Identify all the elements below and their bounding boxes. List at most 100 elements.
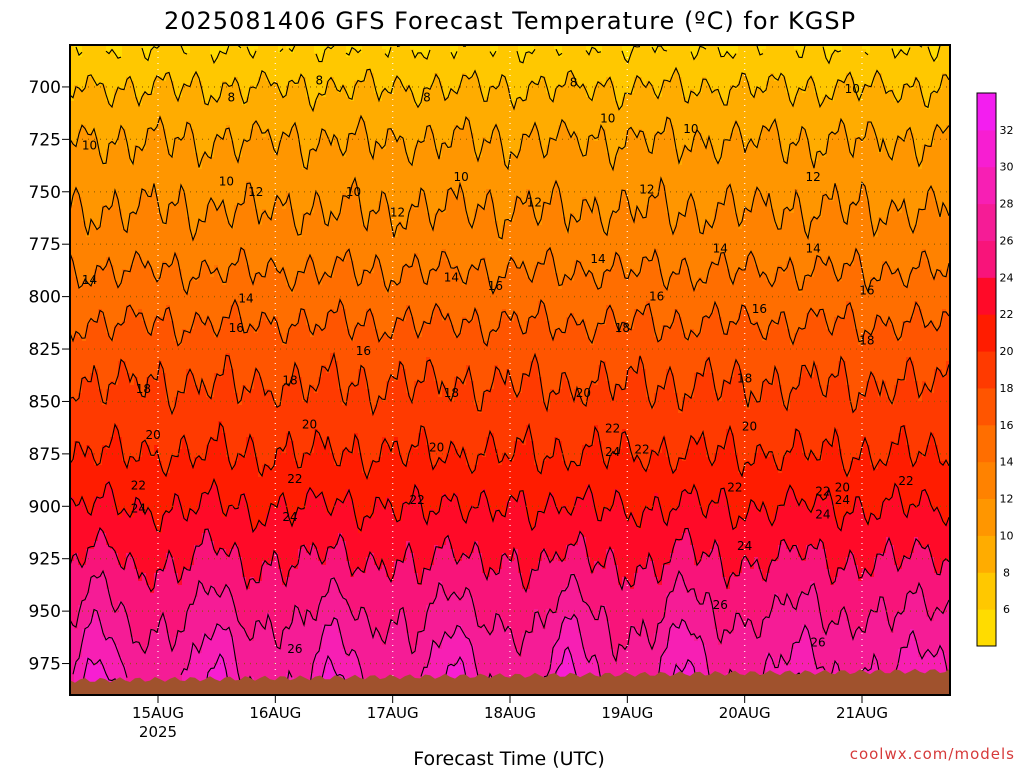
band-cell [118, 413, 122, 417]
band-cell [146, 341, 150, 345]
band-cell [106, 449, 110, 453]
band-cell [190, 145, 194, 149]
band-cell [114, 589, 118, 593]
band-cell [190, 177, 194, 181]
band-cell [110, 521, 114, 525]
band-cell [150, 341, 154, 345]
band-cell [142, 465, 146, 469]
band-cell [142, 449, 146, 453]
band-cell [134, 437, 138, 441]
band-cell [74, 149, 78, 153]
band-cell [130, 297, 134, 301]
band-cell [182, 113, 186, 117]
band-cell [182, 553, 186, 557]
band-cell [118, 265, 122, 269]
band-cell [90, 397, 94, 401]
band-cell [154, 305, 158, 309]
band-cell [166, 489, 170, 493]
band-cell [138, 129, 142, 133]
band-cell [186, 625, 190, 629]
band-cell [190, 109, 194, 113]
band-cell [82, 581, 86, 585]
band-cell [126, 249, 130, 253]
band-cell [106, 109, 110, 113]
band-cell [166, 193, 170, 197]
band-cell [130, 101, 134, 105]
band-cell [142, 177, 146, 181]
band-cell [90, 157, 94, 161]
band-cell [166, 53, 170, 57]
band-cell [126, 437, 130, 441]
band-cell [170, 573, 174, 577]
band-cell [94, 641, 98, 645]
band-cell [98, 237, 102, 241]
band-cell [126, 289, 130, 293]
band-cell [178, 413, 182, 417]
band-cell [146, 621, 150, 625]
band-cell [122, 281, 126, 285]
band-cell [94, 109, 98, 113]
band-cell [146, 669, 150, 673]
band-cell [122, 153, 126, 157]
band-cell [190, 97, 194, 101]
band-cell [166, 113, 170, 117]
band-cell [190, 385, 194, 389]
band-cell [178, 537, 182, 541]
band-cell [106, 377, 110, 381]
band-cell [166, 317, 170, 321]
band-cell [186, 461, 190, 465]
band-cell [170, 289, 174, 293]
band-cell [162, 149, 166, 153]
band-cell [106, 77, 110, 81]
band-cell [114, 317, 118, 321]
band-cell [146, 237, 150, 241]
band-cell [166, 501, 170, 505]
band-cell [178, 429, 182, 433]
band-cell [174, 161, 178, 165]
band-cell [118, 573, 122, 577]
band-cell [174, 385, 178, 389]
band-cell [174, 105, 178, 109]
band-cell [130, 301, 134, 305]
band-cell [138, 517, 142, 521]
band-cell [162, 633, 166, 637]
band-cell [190, 257, 194, 261]
band-cell [126, 189, 130, 193]
band-cell [178, 625, 182, 629]
band-cell [126, 497, 130, 501]
band-cell [190, 181, 194, 185]
band-cell [170, 441, 174, 445]
band-cell [86, 69, 90, 73]
band-cell [102, 609, 106, 613]
band-cell [130, 61, 134, 65]
band-cell [146, 657, 150, 661]
band-cell [166, 601, 170, 605]
band-cell [118, 457, 122, 461]
band-cell [74, 541, 78, 545]
band-cell [102, 465, 106, 469]
band-cell [106, 437, 110, 441]
band-cell [142, 121, 146, 125]
band-cell [134, 529, 138, 533]
band-cell [78, 181, 82, 185]
band-cell [162, 105, 166, 109]
band-cell [90, 93, 94, 97]
band-cell [94, 405, 98, 409]
band-cell [74, 421, 78, 425]
band-cell [126, 577, 130, 581]
band-cell [186, 573, 190, 577]
band-cell [78, 173, 82, 177]
band-cell [82, 605, 86, 609]
band-cell [126, 541, 130, 545]
band-cell [186, 585, 190, 589]
band-cell [94, 325, 98, 329]
band-cell [90, 461, 94, 465]
band-cell [110, 305, 114, 309]
band-cell [166, 565, 170, 569]
band-cell [162, 409, 166, 413]
band-cell [174, 517, 178, 521]
band-cell [150, 413, 154, 417]
band-cell [90, 413, 94, 417]
band-cell [162, 405, 166, 409]
band-cell [122, 73, 126, 77]
